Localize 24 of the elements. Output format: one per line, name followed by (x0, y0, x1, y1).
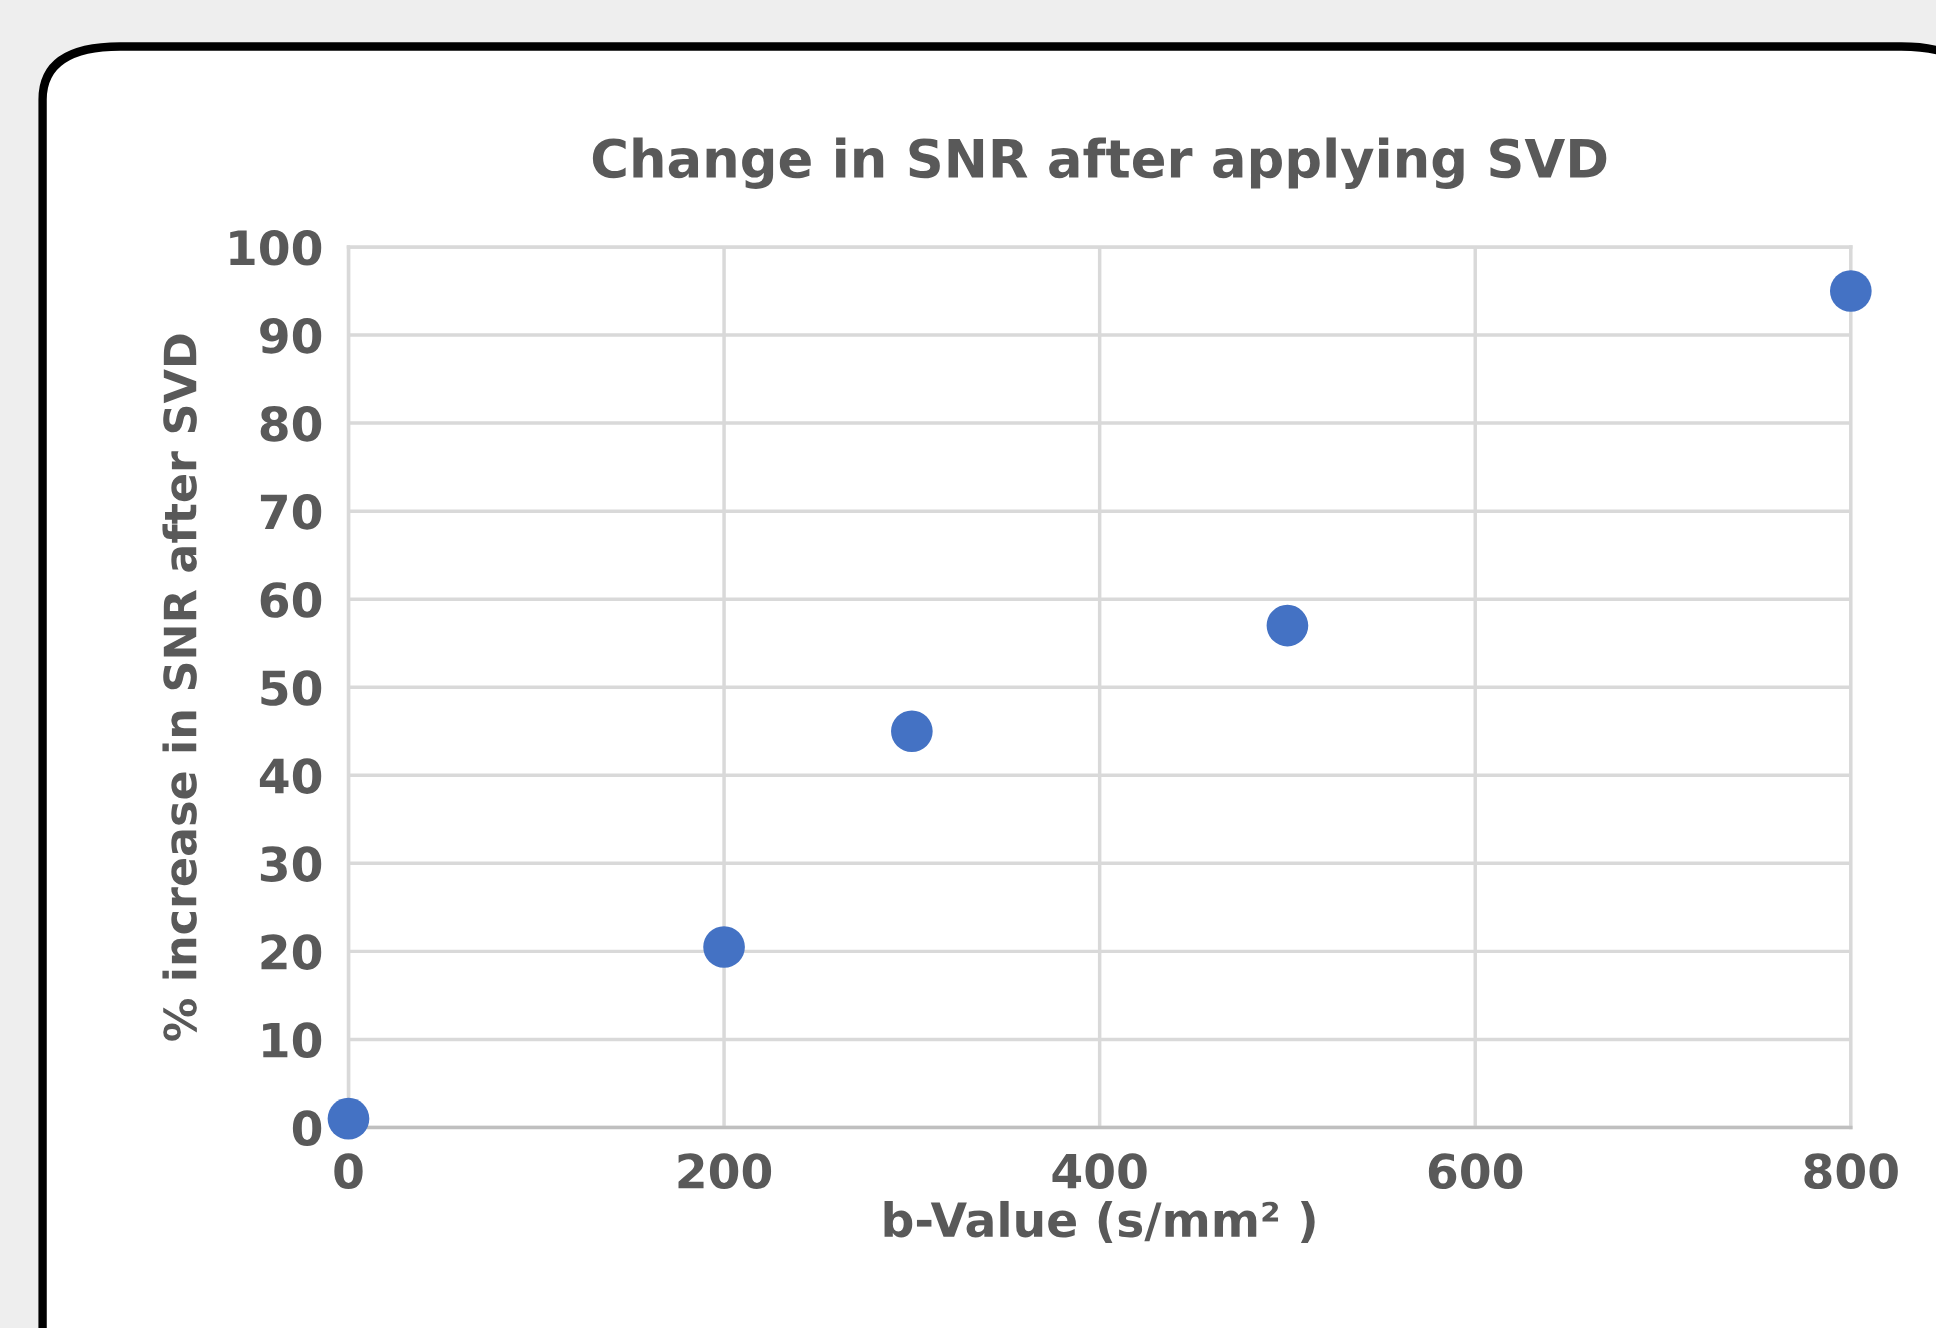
y-tick-label: 90 (260, 317, 322, 354)
x-tick-label: 200 (678, 1153, 772, 1190)
y-tick-label: 0 (292, 1110, 322, 1147)
y-tick-label: 100 (230, 229, 322, 266)
y-tick-label: 80 (260, 405, 322, 442)
y-tick-label: 60 (260, 582, 322, 618)
y-tick-label: 40 (259, 758, 322, 794)
y-tick-label: 10 (263, 1022, 322, 1059)
x-tick-label: 0 (334, 1153, 363, 1190)
y-tick-label: 70 (260, 494, 322, 530)
y-tick-label: 50 (261, 670, 322, 706)
point (703, 926, 745, 968)
x-tick-label: 400 (1052, 1153, 1147, 1190)
x-tick-label: 800 (1804, 1153, 1898, 1190)
y-tick-label: 30 (260, 846, 322, 882)
chart-title: Change in SNR after applying SVD (592, 137, 1607, 189)
x-tick-label: 600 (1428, 1153, 1523, 1190)
x-axis-title: b-Value (s/mm² ) (884, 1200, 1315, 1244)
point (1829, 270, 1872, 312)
point (327, 1097, 370, 1140)
y-tick-label: 20 (261, 934, 322, 970)
point (891, 710, 933, 753)
y-axis-title: % increase in SNR after SVD (162, 334, 197, 1041)
point (1266, 604, 1309, 647)
